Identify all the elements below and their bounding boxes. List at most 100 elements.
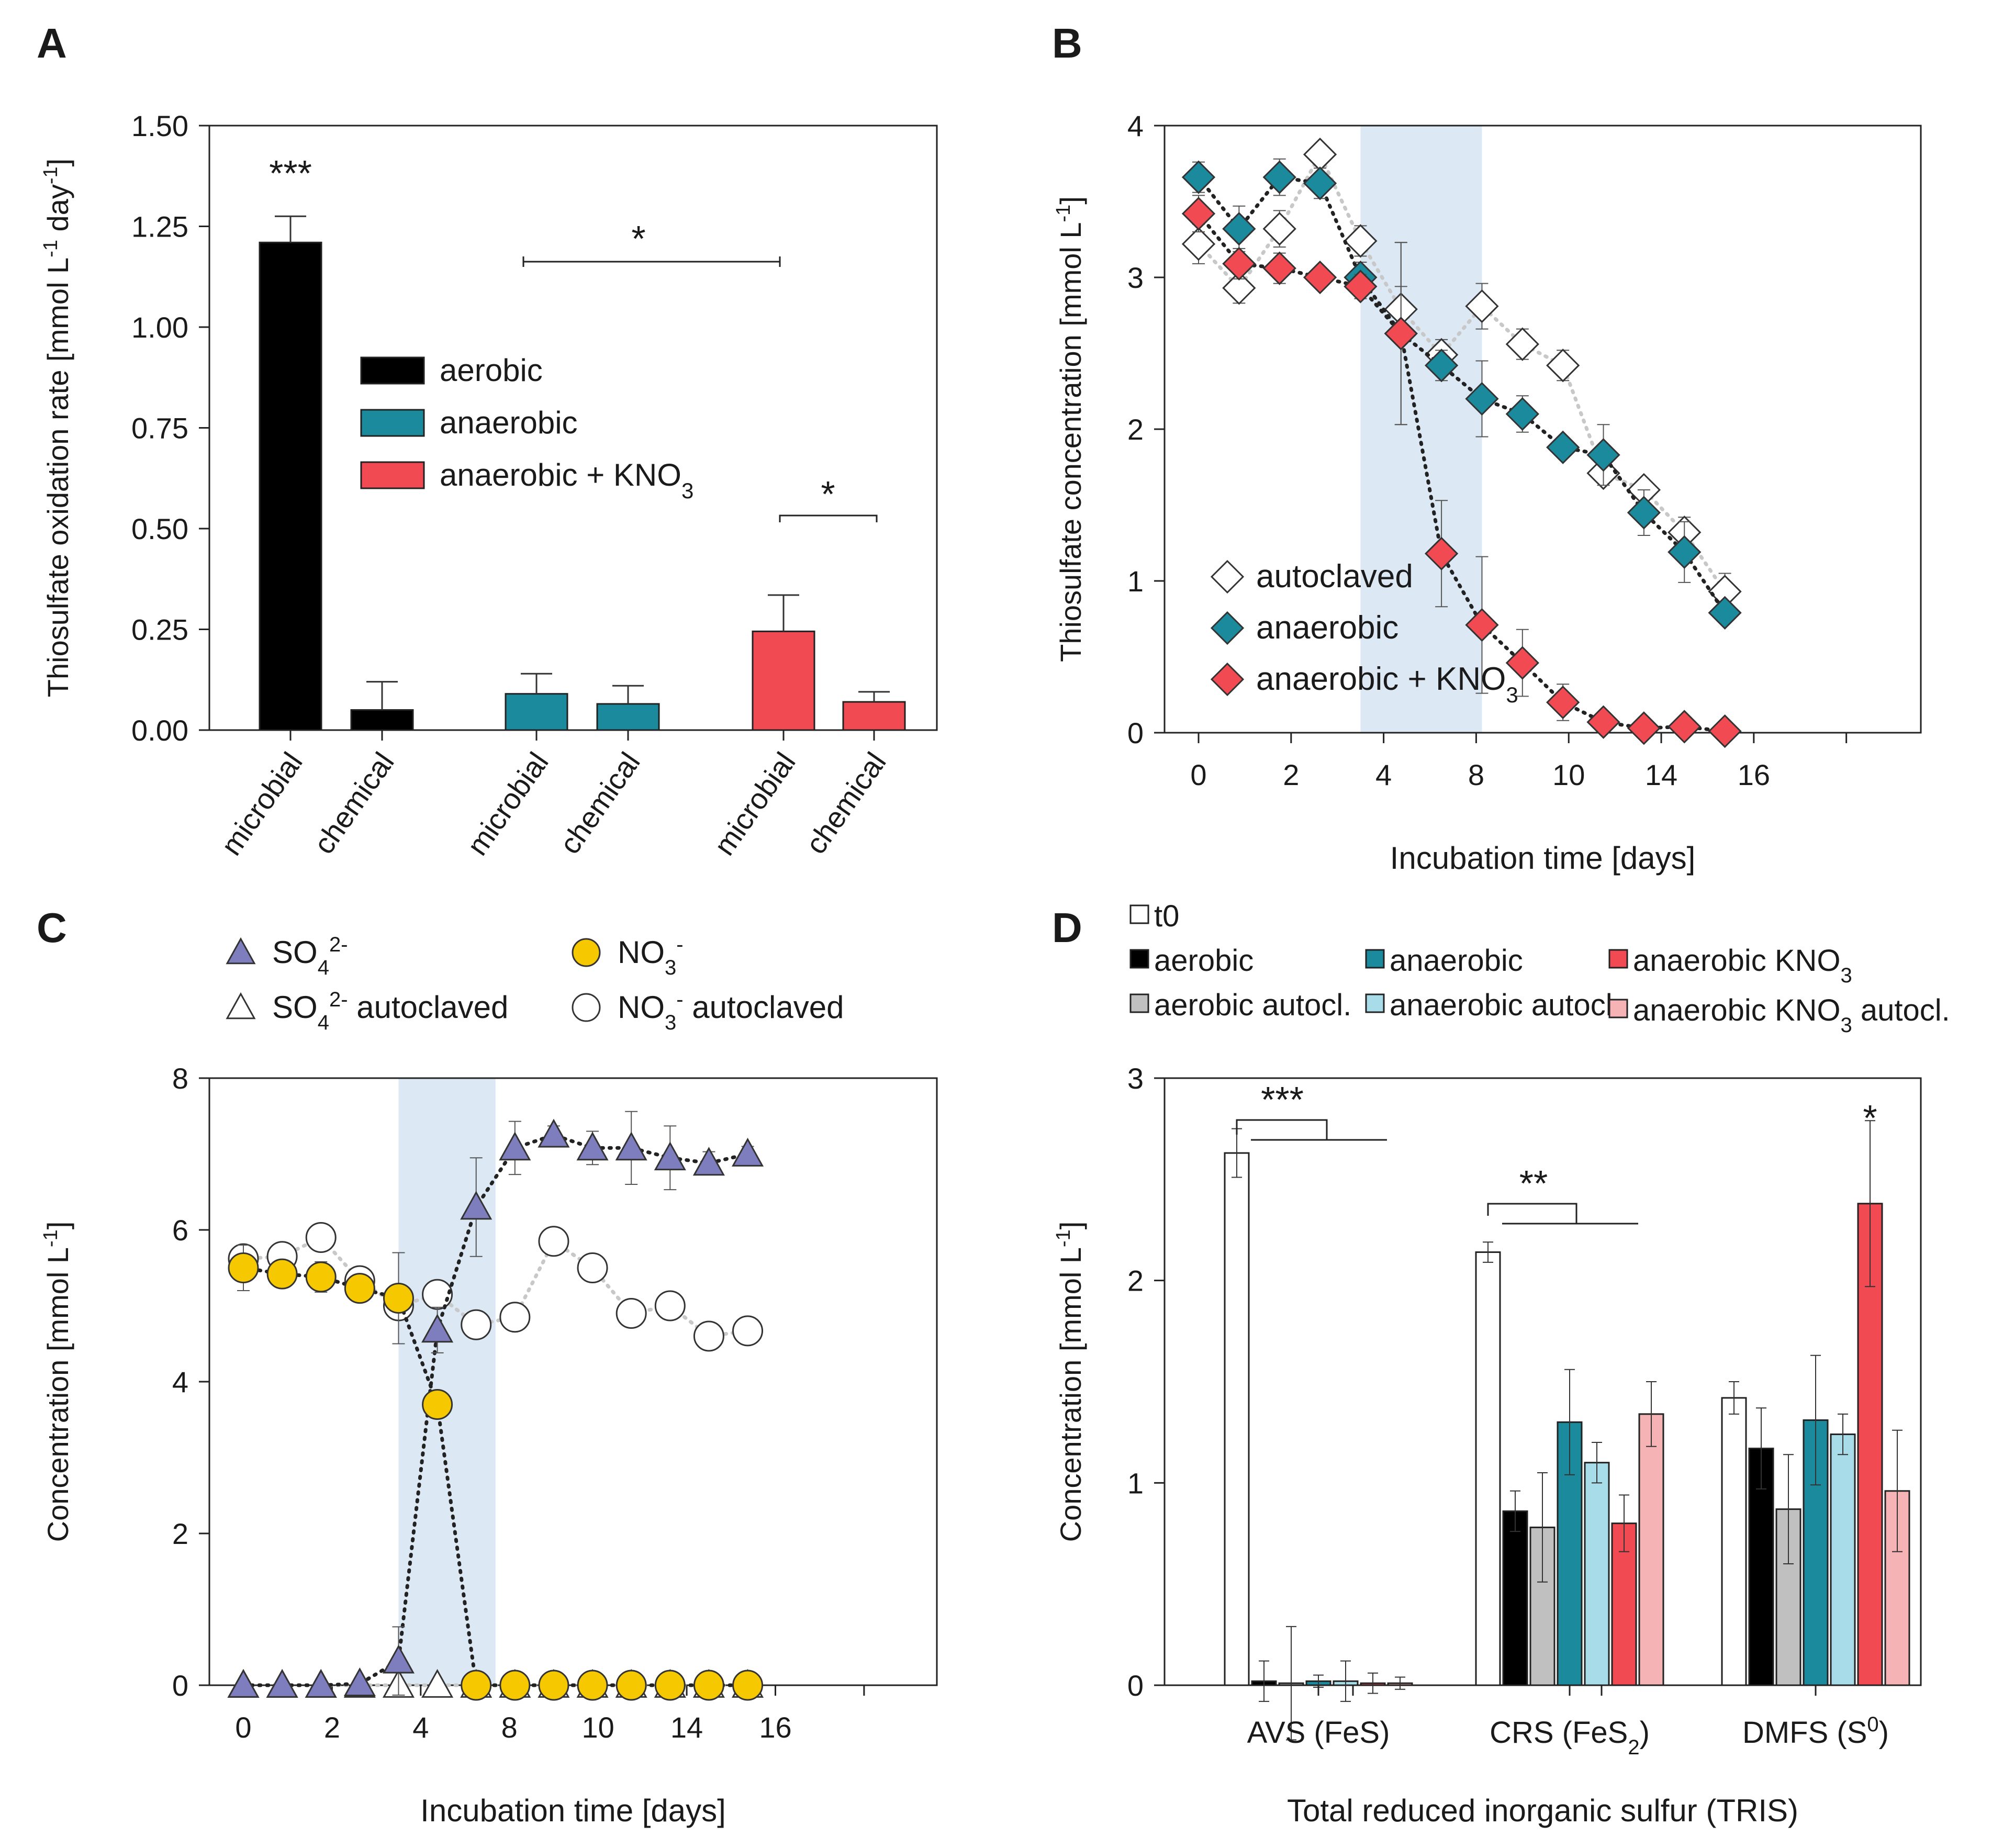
data-point-circle — [616, 1298, 647, 1329]
data-point-circle — [654, 1670, 686, 1701]
bar-aerobic — [1502, 1510, 1528, 1686]
data-point-circle — [538, 1226, 569, 1257]
legend-label-part: aerobic — [1154, 944, 1254, 978]
data-point-anaerobic — [1546, 430, 1580, 464]
y-tick-label: 2 — [1127, 1264, 1144, 1297]
x-axis-label: Total reduced inorganic sulfur (TRIS) — [1287, 1793, 1798, 1828]
legend-marker — [572, 993, 601, 1022]
data-point-anaerobic — [1627, 496, 1661, 530]
legend-label-part: 4 — [318, 1011, 329, 1034]
x-tick-label-part: AVS (FeS) — [1247, 1716, 1390, 1750]
bar-autoclaved — [1224, 1152, 1250, 1686]
legend-marker — [226, 937, 256, 965]
y-tick-label: 1.25 — [131, 210, 188, 243]
y-tick-label: 0.25 — [131, 613, 188, 646]
data-point-autoclaved — [1505, 327, 1539, 361]
legend-label: NO3- — [618, 933, 684, 979]
data-point-anaerobic — [1465, 382, 1499, 416]
x-tick-label: 4 — [1375, 758, 1392, 791]
y-tick-label: 4 — [172, 1365, 188, 1398]
legend-label-part: anaerobic KNO — [1633, 993, 1841, 1027]
data-point-circle — [732, 1670, 764, 1701]
legend-swatch — [1608, 949, 1628, 969]
legend-swatch — [1129, 993, 1149, 1013]
data-point-kno3 — [1384, 317, 1418, 351]
data-point-autoclaved — [1546, 349, 1580, 383]
data-point-anaerobic — [1303, 166, 1337, 200]
legend-label-part: anaerobic KNO — [1633, 944, 1841, 978]
data-point-circle — [422, 1389, 453, 1420]
y-tick-label: 1 — [1127, 1466, 1144, 1499]
data-point-anaerobic — [1222, 212, 1256, 246]
y-axis-label-part: ] — [1054, 196, 1087, 205]
data-point-kno3 — [1708, 714, 1742, 748]
data-point-triangle — [227, 1668, 260, 1698]
y-tick-label: 1.50 — [131, 109, 188, 142]
data-point-kno3 — [1303, 260, 1337, 295]
legend-label-part: anaerobic — [1256, 610, 1398, 646]
x-tick-label: 16 — [1738, 758, 1770, 791]
legend-label: NO3- autoclaved — [618, 988, 844, 1034]
x-tick-label-part: ) — [1879, 1716, 1889, 1750]
x-tick-label: 2 — [324, 1711, 340, 1744]
y-tick-label: 0 — [172, 1669, 188, 1702]
data-point-kno3 — [1627, 711, 1661, 745]
legend-label-part: 3 — [1841, 1014, 1852, 1037]
y-tick-label: 0.75 — [131, 412, 188, 445]
y-tick-label: 0.50 — [131, 512, 188, 545]
x-tick-label: CRS (FeS2) — [1490, 1716, 1650, 1759]
data-point-triangle — [382, 1644, 415, 1674]
legend-label: anaerobic KNO3 autocl. — [1633, 993, 1950, 1037]
legend-label: aerobic autocl. — [1154, 988, 1351, 1022]
legend-label: anaerobic — [440, 405, 578, 440]
bar-autoclaved — [1475, 1251, 1501, 1686]
bar-autoclaved — [1721, 1397, 1747, 1686]
x-tick-label-part: ) — [1640, 1716, 1650, 1750]
data-point-circle — [461, 1309, 492, 1340]
data-point-kno3 — [1181, 197, 1216, 231]
panel-label-d: D — [1052, 904, 1082, 951]
data-point-triangle — [460, 1191, 493, 1220]
legend-label: anaerobic — [1390, 944, 1523, 978]
data-point-triangle — [615, 1132, 647, 1161]
data-point-circle — [577, 1252, 608, 1283]
y-tick-label: 0 — [1127, 716, 1144, 749]
data-point-triangle — [305, 1668, 337, 1698]
data-point-circle — [228, 1252, 259, 1283]
y-axis-label-part: ] — [1054, 1222, 1087, 1230]
data-point-circle — [305, 1261, 337, 1293]
legend-label: anaerobic KNO3 — [1633, 944, 1852, 987]
y-tick-label: 2 — [172, 1517, 188, 1550]
x-axis-label: Incubation time [days] — [420, 1793, 726, 1828]
legend-swatch — [1129, 904, 1149, 924]
legend-swatch — [1608, 999, 1628, 1018]
data-point-anaerobic — [1586, 438, 1620, 472]
y-axis-label-part: ] — [41, 1222, 74, 1230]
data-point-anaerobic — [1262, 160, 1296, 194]
y-axis-label: Thiosulfate oxidation rate [mmol L-1 day… — [40, 159, 74, 697]
legend-marker — [572, 938, 601, 967]
data-point-autoclaved — [1181, 227, 1216, 261]
significance-anaerobic-vs-kno3: * — [631, 218, 645, 259]
bar-anaerobic_autocl — [1830, 1433, 1856, 1686]
legend-label: aerobic — [1154, 944, 1254, 978]
legend-label-part: autoclaved — [348, 990, 509, 1025]
legend-swatch — [1365, 949, 1385, 969]
legend-label: SO42- — [272, 933, 348, 979]
legend-label-part: aerobic autocl. — [1154, 988, 1351, 1022]
legend-swatch — [360, 461, 425, 489]
data-point-circle — [499, 1302, 531, 1333]
significance-dmfs: * — [1863, 1097, 1877, 1138]
x-tick-label: 10 — [1552, 758, 1585, 791]
legend-label-part: autoclaved — [1256, 558, 1413, 595]
x-tick-label: 0 — [235, 1711, 251, 1744]
legend-marker — [226, 992, 256, 1020]
legend-label: aerobic — [440, 353, 543, 388]
data-point-autoclaved — [1344, 224, 1378, 258]
x-tick-label: 14 — [1645, 758, 1677, 791]
bar-anaerobic-microbial — [505, 693, 568, 731]
x-tick-label-part: 0 — [1867, 1713, 1878, 1736]
bar-aerobic-chemical — [350, 709, 414, 731]
